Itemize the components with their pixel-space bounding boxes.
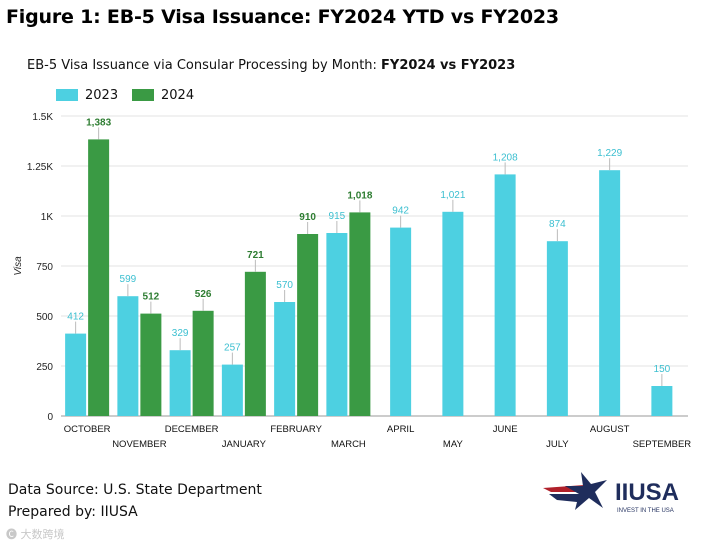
- legend-swatch-2023: [56, 89, 78, 101]
- data-source: Data Source: U.S. State Department: [8, 482, 262, 498]
- watermark-text: 大数跨境: [20, 528, 65, 541]
- x-tick-label: DECEMBER: [165, 424, 219, 435]
- y-tick-label: 750: [36, 262, 53, 273]
- bars: 412 1,383 599 512 329 526 257 721 570 910 9151,018…: [65, 117, 673, 416]
- chart-title: EB-5 Visa Issuance via Consular Processi…: [27, 58, 515, 73]
- x-tick-label: JUNE: [493, 424, 518, 435]
- iiusa-logo: IIUSA INVEST IN THE USA: [543, 472, 679, 514]
- data-label-2023: 942: [392, 206, 409, 217]
- data-label-2024: 1,018: [347, 190, 372, 201]
- y-axis-label: Visa: [13, 256, 24, 276]
- x-tick-label: JANUARY: [222, 439, 267, 450]
- x-tick-label: AUGUST: [590, 424, 630, 435]
- chart-legend: 2023 2024: [56, 88, 194, 103]
- bar-2023-june: [494, 174, 516, 416]
- data-label-2023: 257: [224, 343, 241, 354]
- legend-label-2024: 2024: [161, 88, 194, 103]
- logo-tagline: INVEST IN THE USA: [617, 508, 674, 514]
- legend-label-2023: 2023: [85, 88, 118, 103]
- x-tick-label: OCTOBER: [64, 424, 111, 435]
- x-tick-label: APRIL: [387, 424, 414, 435]
- prepared-by: Prepared by: IIUSA: [8, 504, 138, 520]
- logo-text: IIUSA: [615, 479, 679, 506]
- y-tick-label: 1.25K: [27, 162, 53, 173]
- data-label-2024: 526: [195, 289, 212, 300]
- bar-2023-july: [546, 241, 568, 416]
- data-label-2023: 1,208: [493, 152, 518, 163]
- watermark: 🅒 大数跨境: [6, 528, 65, 541]
- data-label-2023: 1,229: [597, 148, 622, 159]
- data-label-2023: 874: [549, 219, 566, 230]
- x-tick-label: MARCH: [331, 439, 366, 450]
- bar-2024-november: [140, 313, 162, 416]
- x-tick-label: FEBRUARY: [270, 424, 322, 435]
- bar-2023-march: [326, 233, 348, 416]
- figure-title: Figure 1: EB-5 Visa Issuance: FY2024 YTD…: [6, 6, 559, 28]
- bar-2023-august: [599, 170, 621, 416]
- data-label-2023: 599: [120, 274, 137, 285]
- bar-2024-december: [192, 310, 214, 416]
- y-axis: 0 250 500 750 1K 1.25K 1.5K: [27, 112, 54, 423]
- logo-star: [565, 472, 607, 510]
- x-tick-label: MAY: [443, 439, 464, 450]
- data-label-2023: 150: [654, 364, 671, 375]
- data-label-2023: 1,021: [440, 190, 465, 201]
- bar-2023-september: [651, 386, 673, 416]
- bar-2024-october: [88, 139, 110, 416]
- y-tick-label: 1K: [41, 212, 54, 223]
- y-tick-label: 250: [36, 362, 53, 373]
- data-label-2023: 915: [329, 211, 346, 222]
- bar-2023-may: [442, 211, 464, 416]
- y-tick-label: 500: [36, 312, 53, 323]
- y-tick-label: 0: [47, 412, 53, 423]
- x-tick-label: JULY: [546, 439, 569, 450]
- gridlines: [61, 115, 688, 417]
- bar-2023-january: [221, 364, 243, 416]
- bar-2023-december: [169, 350, 191, 416]
- bar-2024-january: [244, 271, 266, 416]
- x-tick-label: SEPTEMBER: [633, 439, 692, 450]
- data-label-2024: 1,383: [86, 117, 111, 128]
- bar-2023-april: [390, 227, 412, 416]
- data-label-2023: 329: [172, 328, 189, 339]
- bar-2024-march: [349, 212, 371, 416]
- data-label-2024: 512: [143, 292, 160, 303]
- bar-2023-november: [117, 296, 139, 416]
- data-label-2023: 412: [67, 312, 84, 323]
- x-tick-label: NOVEMBER: [112, 439, 167, 450]
- data-label-2024: 721: [247, 250, 264, 261]
- bar-2024-february: [297, 234, 319, 416]
- bar-2023-october: [65, 333, 87, 416]
- bar-2023-february: [274, 302, 296, 416]
- legend-swatch-2024: [132, 89, 154, 101]
- data-label-2023: 570: [276, 280, 293, 291]
- data-label-2024: 910: [299, 212, 316, 223]
- y-tick-label: 1.5K: [32, 112, 53, 123]
